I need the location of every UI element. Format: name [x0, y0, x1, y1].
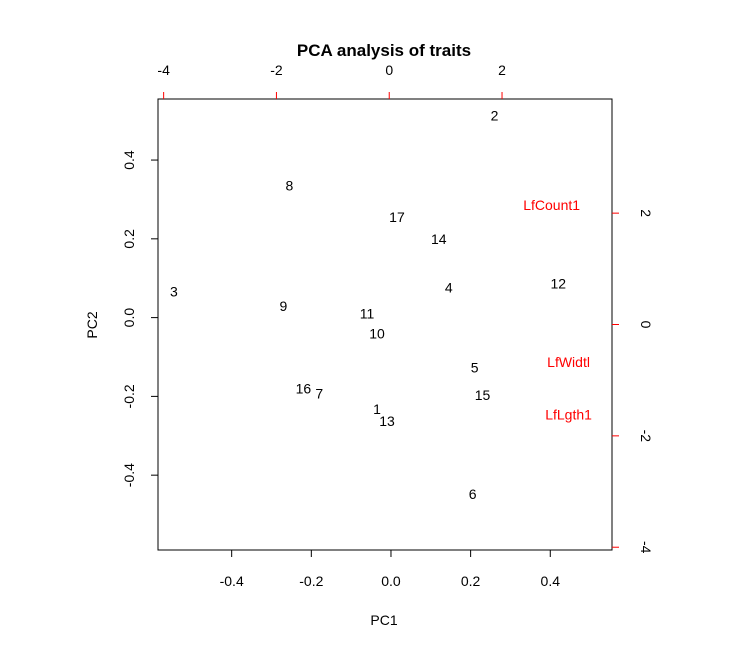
y-tick-label: -0.2 — [121, 384, 137, 408]
top-tick-label: -2 — [270, 62, 283, 78]
y-tick-label: -0.4 — [121, 463, 137, 487]
x-tick-label: 0.4 — [541, 573, 561, 589]
right-axis: -4 -2 0 2 — [612, 209, 654, 554]
top-tick-label: 0 — [385, 62, 393, 78]
observation-label: 13 — [379, 413, 395, 429]
variable-loadings: LfCount1 LfWidtl LfLgth1 — [523, 197, 592, 423]
bottom-axis: -0.4 -0.2 0.0 0.2 0.4 — [220, 550, 561, 589]
top-tick-label: 2 — [498, 62, 506, 78]
variable-label: LfCount1 — [523, 197, 580, 213]
plot-frame — [157, 98, 613, 551]
observation-label: 11 — [360, 306, 375, 322]
observation-label: 2 — [491, 108, 499, 124]
right-tick-label: -4 — [638, 541, 654, 554]
chart-title: PCA analysis of traits — [297, 41, 471, 60]
observation-label: 10 — [369, 325, 385, 341]
y-tick-label: 0.0 — [121, 308, 137, 328]
y-axis-label: PC2 — [84, 311, 100, 338]
top-axis: -4 -2 0 2 — [157, 62, 506, 99]
observation-label: 1 — [373, 401, 381, 417]
x-tick-label: -0.4 — [220, 573, 244, 589]
left-axis: -0.4 -0.2 0.0 0.2 0.4 — [121, 150, 158, 487]
variable-label: LfWidtl — [547, 354, 590, 370]
observation-label: 15 — [475, 387, 491, 403]
right-tick-label: 0 — [638, 321, 654, 329]
y-tick-label: 0.4 — [121, 150, 137, 170]
right-tick-label: 2 — [638, 209, 654, 217]
variable-label: LfLgth1 — [545, 407, 592, 423]
y-tick-label: 0.2 — [121, 229, 137, 249]
observation-label: 17 — [389, 209, 405, 225]
observation-label: 5 — [471, 360, 479, 376]
observation-label: 12 — [550, 276, 566, 292]
observation-label: 7 — [315, 386, 323, 402]
right-tick-label: -2 — [638, 430, 654, 443]
observation-label: 16 — [296, 381, 312, 397]
x-tick-label: -0.2 — [299, 573, 323, 589]
x-axis-label: PC1 — [370, 612, 397, 628]
observation-label: 4 — [445, 280, 453, 296]
x-tick-label: 0.0 — [381, 573, 401, 589]
top-tick-label: -4 — [157, 62, 170, 78]
observation-label: 3 — [170, 284, 178, 300]
observation-label: 9 — [280, 298, 288, 314]
observation-label: 8 — [286, 178, 294, 194]
observation-label: 14 — [431, 231, 447, 247]
x-tick-label: 0.2 — [461, 573, 481, 589]
observation-label: 6 — [469, 486, 477, 502]
